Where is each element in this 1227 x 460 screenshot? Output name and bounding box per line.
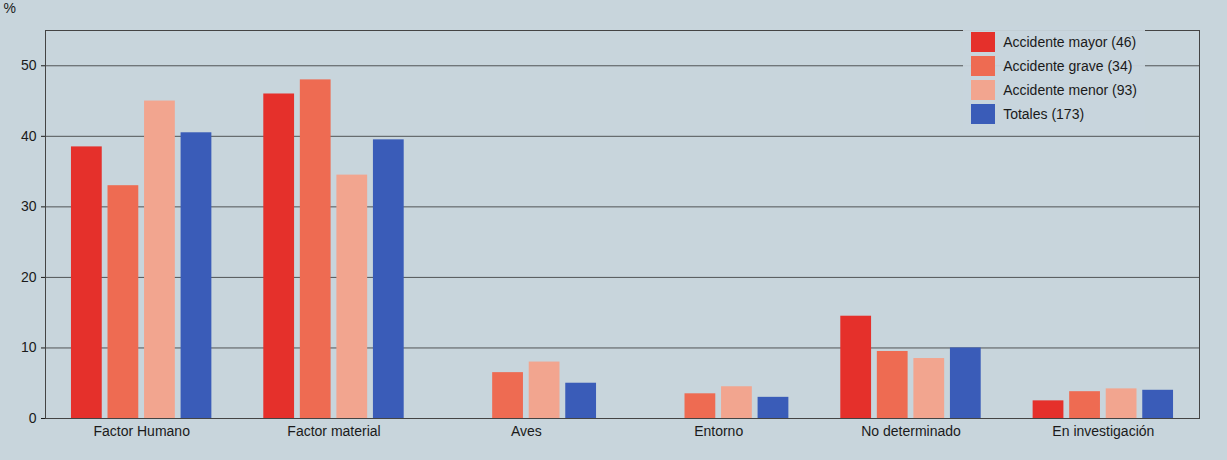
svg-text:No determinado: No determinado xyxy=(861,423,961,439)
svg-text:40: 40 xyxy=(21,128,37,144)
svg-text:Factor Humano: Factor Humano xyxy=(93,423,190,439)
svg-text:%: % xyxy=(4,0,16,16)
html-text:Accidente grave (34): Accidente grave (34) xyxy=(1003,58,1133,74)
svg-text:20: 20 xyxy=(21,269,37,285)
svg-text:Aves: Aves xyxy=(511,423,542,439)
svg-text:Entorno: Entorno xyxy=(694,423,743,439)
svg-text:En investigación: En investigación xyxy=(1052,423,1154,439)
svg-text:Factor material: Factor material xyxy=(287,423,380,439)
svg-text:50: 50 xyxy=(21,57,37,73)
svg-text:0: 0 xyxy=(29,410,37,426)
html-text:Accidente mayor (46): Accidente mayor (46) xyxy=(1003,34,1137,50)
html-text:Accidente menor (93): Accidente menor (93) xyxy=(1003,82,1137,98)
html-text:Totales (173): Totales (173) xyxy=(1003,106,1085,122)
svg-text:10: 10 xyxy=(21,339,37,355)
svg-text:30: 30 xyxy=(21,198,37,214)
